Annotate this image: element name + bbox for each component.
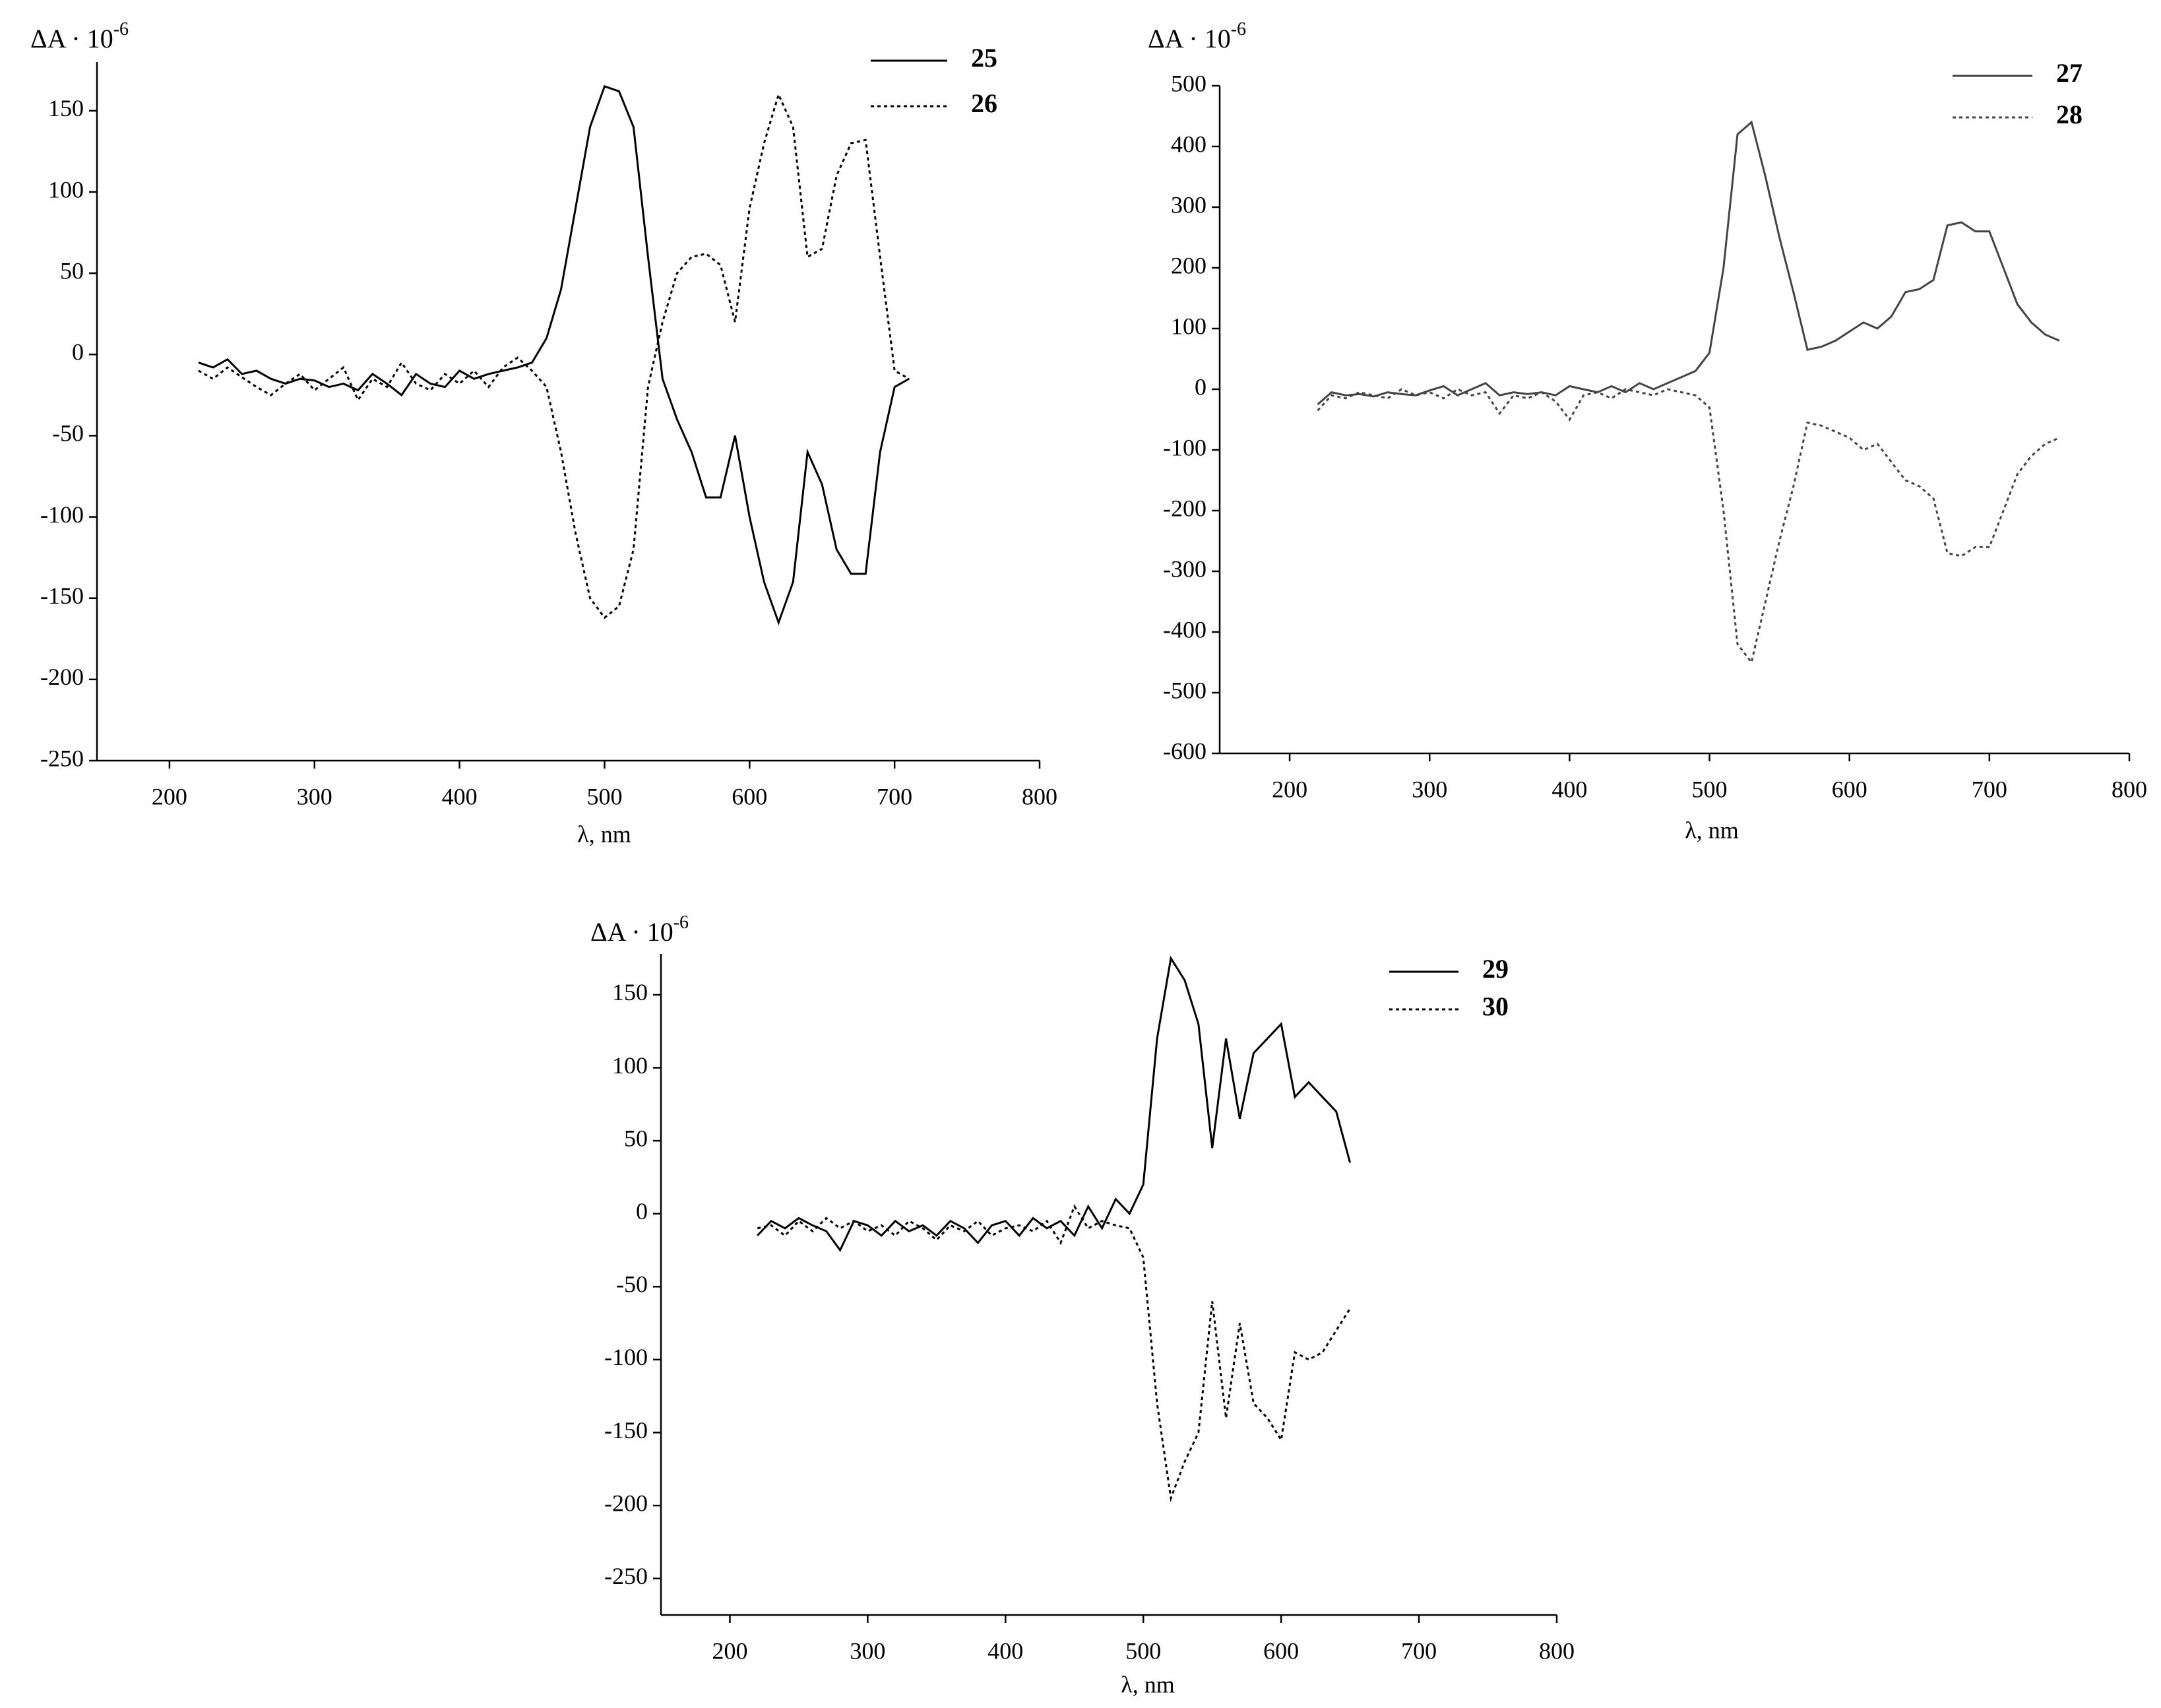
y-axis-label: ΔA · 10-6 [590, 912, 689, 947]
x-tick-label: 500 [1692, 776, 1728, 802]
series-line [198, 85, 910, 626]
x-tick-label: 300 [1412, 776, 1447, 802]
legend-label: 27 [2056, 58, 2083, 88]
y-tick-label: 50 [60, 257, 84, 284]
y-label-text: ΔA · 10 [590, 917, 673, 947]
y-tick-label: 150 [48, 95, 84, 121]
x-tick-label: 200 [712, 1637, 747, 1664]
x-tick-label: 800 [1539, 1637, 1575, 1664]
y-tick-label: 400 [1171, 131, 1206, 157]
x-tick-label: 600 [1263, 1637, 1299, 1664]
x-tick-label: 200 [1272, 776, 1307, 802]
series-line [757, 1204, 1351, 1502]
x-tick-label: 300 [297, 783, 332, 809]
y-tick-label: 300 [1171, 191, 1206, 218]
x-tick-label: 300 [850, 1637, 885, 1664]
series-line [757, 955, 1352, 1252]
y-tick-label: -100 [40, 501, 84, 528]
series-line [198, 91, 910, 619]
y-tick-label: 500 [1171, 70, 1206, 96]
y-tick-label: 0 [636, 1198, 648, 1224]
x-tick-label: 600 [1832, 776, 1867, 802]
legend-label: 25 [971, 43, 997, 73]
x-tick-label: 800 [2112, 776, 2147, 802]
x-axis-label: λ, nm [577, 821, 631, 847]
y-tick-label: -600 [1163, 738, 1206, 764]
x-tick-label: 500 [1125, 1637, 1161, 1664]
y-tick-label: 150 [612, 979, 648, 1005]
y-tick-label: -250 [604, 1563, 648, 1589]
y-tick-label: -200 [604, 1490, 648, 1516]
y-tick-label: 0 [72, 339, 84, 365]
y-tick-label: -100 [604, 1344, 648, 1370]
y-tick-label: -100 [1163, 434, 1206, 460]
y-label-exponent: -6 [113, 19, 129, 40]
y-label-text: ΔA · 10 [30, 24, 113, 53]
y-tick-label: -200 [1163, 495, 1206, 521]
y-tick-label: -250 [40, 745, 84, 771]
y-tick-label: 100 [612, 1052, 648, 1079]
y-label-text: ΔA · 10 [1148, 24, 1231, 53]
y-tick-label: -200 [40, 664, 84, 690]
x-tick-label: 800 [1022, 783, 1057, 809]
y-tick-label: -300 [1163, 555, 1206, 582]
y-tick-label: -50 [52, 420, 84, 447]
legend-label: 26 [971, 88, 997, 118]
x-tick-label: 700 [877, 783, 912, 809]
y-tick-label: 100 [48, 176, 84, 203]
y-tick-label: 200 [1171, 252, 1206, 278]
y-label-exponent: -6 [673, 912, 689, 933]
x-tick-label: 500 [586, 783, 622, 809]
y-tick-label: 0 [1195, 373, 1206, 400]
x-tick-label: 400 [442, 783, 478, 809]
y-label-exponent: -6 [1231, 19, 1246, 40]
x-tick-label: 400 [1551, 776, 1587, 802]
series-line [1317, 120, 2060, 406]
y-tick-label: 50 [624, 1125, 648, 1151]
y-tick-label: -150 [604, 1417, 648, 1443]
series-line [1317, 388, 2060, 665]
y-axis-label: ΔA · 10-6 [30, 19, 129, 53]
x-tick-label: 200 [152, 783, 187, 809]
y-tick-label: -50 [616, 1271, 648, 1298]
x-axis-label: λ, nm [1685, 817, 1738, 843]
legend-label: 30 [1482, 992, 1509, 1021]
legend-label: 28 [2056, 100, 2083, 129]
legend-label: 29 [1482, 954, 1509, 984]
x-tick-label: 700 [1401, 1637, 1437, 1664]
x-tick-label: 400 [987, 1637, 1023, 1664]
x-tick-label: 600 [732, 783, 767, 809]
y-tick-label: 100 [1171, 313, 1206, 339]
y-axis-label: ΔA · 10-6 [1148, 19, 1246, 53]
y-tick-label: -150 [40, 583, 84, 609]
x-axis-label: λ, nm [1121, 1671, 1174, 1697]
y-tick-label: -500 [1163, 677, 1206, 703]
y-tick-label: -400 [1163, 616, 1206, 643]
x-tick-label: 700 [1972, 776, 2007, 802]
